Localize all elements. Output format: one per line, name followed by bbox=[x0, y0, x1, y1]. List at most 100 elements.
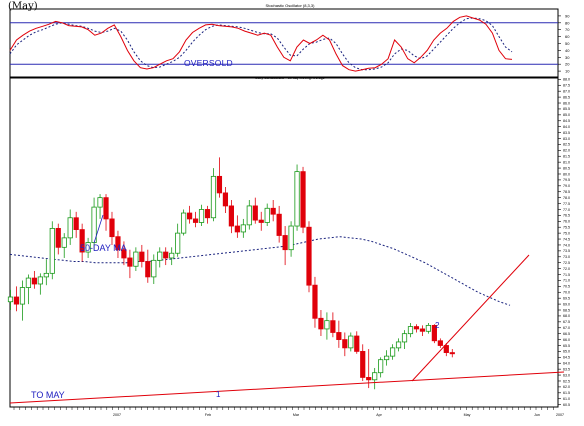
price-tick-label: 75.0 bbox=[563, 231, 570, 235]
price-tick-label: 64.5 bbox=[563, 356, 570, 360]
price-tick-label: 71.5 bbox=[563, 273, 570, 277]
price-tick-label: 60.5 bbox=[563, 403, 570, 407]
candle-up bbox=[67, 217, 73, 239]
price-tick-label: 79.0 bbox=[563, 184, 570, 188]
price-tick-label: 77.0 bbox=[563, 208, 570, 212]
candle-up bbox=[37, 276, 43, 285]
price-tick-label: 65.5 bbox=[563, 344, 570, 348]
price-tick-label: 74.5 bbox=[563, 237, 570, 241]
price-tick-label: 62.0 bbox=[563, 385, 570, 389]
candle-up bbox=[425, 324, 432, 332]
price-tick-label: 73.5 bbox=[563, 249, 570, 253]
candle-down bbox=[216, 175, 223, 194]
candle-down bbox=[103, 197, 109, 220]
candle-up bbox=[210, 175, 217, 219]
month-label: Mar bbox=[293, 413, 300, 417]
candle-down bbox=[330, 320, 336, 333]
price-tick-label: 66.5 bbox=[563, 332, 570, 336]
candle-down bbox=[13, 296, 20, 305]
candle-down bbox=[192, 218, 199, 223]
stochastic-y-axis: 10 20 30 40 50 60 70 80 90 bbox=[558, 13, 570, 74]
candle-up bbox=[198, 209, 205, 223]
candle-down bbox=[55, 227, 61, 248]
candle-down bbox=[127, 257, 133, 267]
trend-marker: 2 bbox=[435, 321, 440, 330]
stochastic-tick-label: 70 bbox=[565, 27, 570, 32]
price-tick-label: 78.5 bbox=[563, 190, 570, 194]
candle-up bbox=[97, 197, 103, 208]
price-tick-label: 82.0 bbox=[563, 149, 570, 153]
candle-up bbox=[246, 205, 252, 226]
support-label: TO MAY bbox=[31, 390, 65, 400]
price-tick-label: 62.5 bbox=[563, 379, 570, 383]
candle-up bbox=[61, 237, 67, 248]
candle-down bbox=[312, 284, 318, 319]
month-label: Jun bbox=[534, 413, 540, 417]
price-tick-label: 68.5 bbox=[563, 308, 570, 312]
price-tick-label: 66.0 bbox=[563, 338, 570, 342]
stochastic-k-line bbox=[9, 15, 513, 72]
candle-up bbox=[7, 296, 14, 303]
candle-down bbox=[342, 339, 348, 349]
candle-up bbox=[401, 333, 408, 343]
month-label: 2007 bbox=[113, 413, 121, 417]
candle-down bbox=[139, 251, 145, 262]
price-title: Daily Candlesticks – 50-day Moving Avera… bbox=[255, 76, 324, 80]
price-tick-label: 64.0 bbox=[563, 362, 570, 366]
price-tick-label: 86.0 bbox=[563, 101, 570, 105]
candle-up bbox=[372, 372, 378, 381]
month-label: May bbox=[464, 413, 471, 417]
candle-up bbox=[43, 272, 49, 278]
candle-down bbox=[163, 251, 169, 259]
candle-down bbox=[431, 324, 437, 342]
candle-down bbox=[437, 340, 443, 346]
price-tick-label: 67.5 bbox=[563, 320, 570, 324]
candle-down bbox=[109, 218, 115, 238]
candle-up bbox=[133, 251, 139, 267]
candle-down bbox=[419, 328, 426, 332]
price-tick-label: 68.0 bbox=[563, 314, 570, 318]
support-marker: 1 bbox=[216, 390, 221, 399]
candle-down bbox=[366, 377, 372, 381]
stochastic-tick-label: 20 bbox=[565, 62, 570, 67]
price-tick-label: 63.5 bbox=[563, 367, 570, 371]
price-tick-label: 75.5 bbox=[563, 226, 570, 230]
price-tick-label: 72.5 bbox=[563, 261, 570, 265]
stochastic-tick-label: 40 bbox=[565, 48, 570, 53]
candle-up bbox=[49, 227, 55, 274]
candle-up bbox=[324, 320, 330, 330]
candle-down bbox=[79, 229, 85, 253]
price-x-axis: 2007 Feb Mar Apr May Jun 2007 bbox=[13, 407, 564, 417]
price-tick-label: 87.0 bbox=[563, 89, 570, 93]
price-tick-label: 84.5 bbox=[563, 119, 570, 123]
price-tick-label: 76.5 bbox=[563, 214, 570, 218]
rising-trendline bbox=[411, 254, 530, 382]
price-tick-label: 70.0 bbox=[563, 291, 570, 295]
price-tick-label: 87.5 bbox=[563, 84, 570, 88]
candle-down bbox=[336, 332, 342, 340]
price-tick-label: 85.0 bbox=[563, 113, 570, 117]
candle-down bbox=[258, 219, 264, 223]
price-tick-label: 86.5 bbox=[563, 95, 570, 99]
candle-up bbox=[181, 212, 187, 234]
stochastic-tick-label: 10 bbox=[565, 69, 570, 74]
price-tick-label: 63.0 bbox=[563, 373, 570, 377]
price-frame bbox=[9, 76, 559, 408]
stochastic-levels bbox=[10, 22, 558, 65]
candle-down bbox=[115, 236, 121, 251]
month-label: 2007 bbox=[556, 413, 564, 417]
price-tick-label: 61.5 bbox=[563, 391, 570, 395]
price-tick-label: 61.0 bbox=[563, 397, 570, 401]
stochastic-title: Stochastic Oscillator (8,3,3) bbox=[266, 3, 316, 8]
price-tick-label: 74.0 bbox=[563, 243, 570, 247]
candle-up bbox=[85, 242, 91, 253]
price-tick-label: 88.0 bbox=[563, 78, 570, 82]
candle-down bbox=[228, 205, 234, 227]
stochastic-tick-label: 80 bbox=[565, 20, 570, 25]
stochastic-panel: Stochastic Oscillator (8,3,3) 10 20 30 40 50… bbox=[9, 3, 570, 79]
price-tick-label: 73.0 bbox=[563, 255, 570, 259]
candle-down bbox=[300, 171, 306, 228]
stochastic-tick-label: 50 bbox=[565, 41, 570, 46]
